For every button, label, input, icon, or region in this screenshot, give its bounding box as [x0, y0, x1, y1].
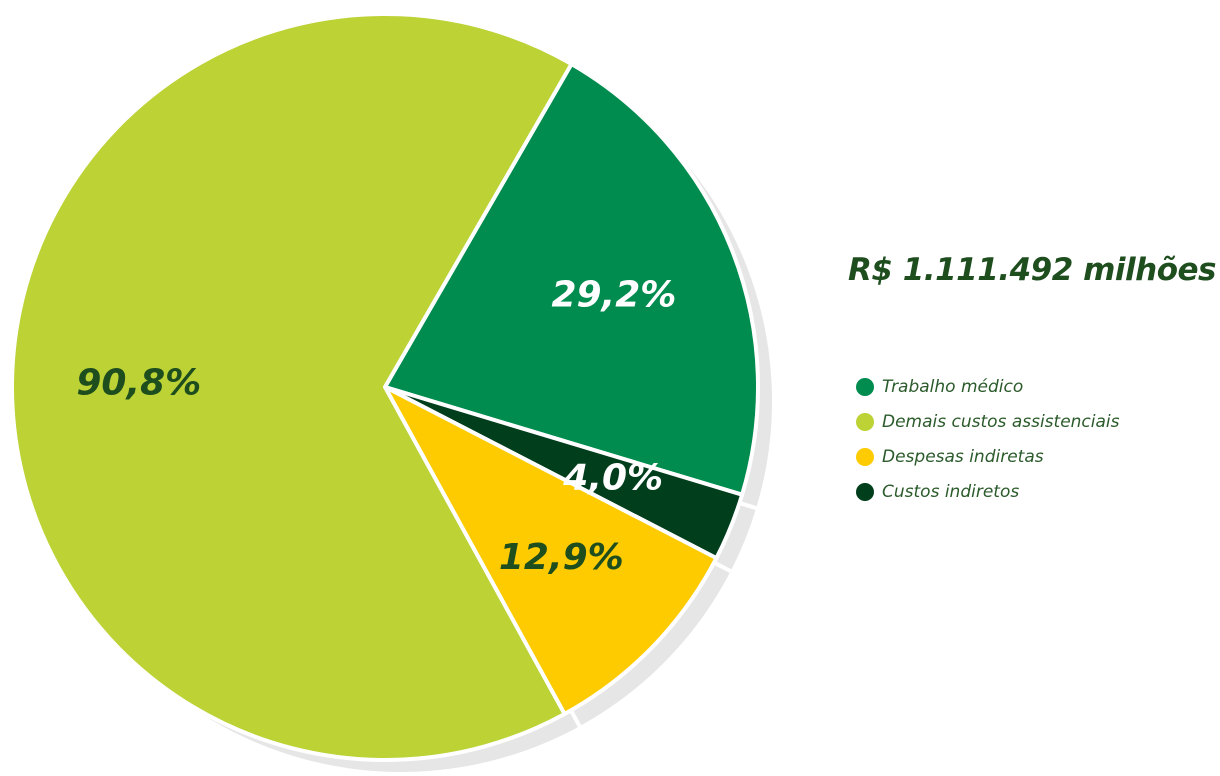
legend-label-trabalho-medico: Trabalho médico — [882, 377, 1024, 397]
slice-value-label-demais-custos-assistenciais: 90,8% — [76, 362, 201, 403]
pie-slice-despesas-indiretas — [383, 385, 719, 716]
pie-chart: 29,2% 4,0% 12,9% 90,8% — [10, 12, 777, 776]
legend-swatch-custos-indiretos — [856, 483, 874, 501]
pie-slice-demais-custos-assistenciais — [10, 12, 574, 762]
legend-item-despesas-indiretas: Despesas indiretas — [856, 444, 1120, 470]
chart-total-title: R$ 1.111.492 milhões — [848, 252, 1216, 288]
legend-label-despesas-indiretas: Despesas indiretas — [882, 447, 1044, 467]
legend-label-demais-custos: Demais custos assistenciais — [882, 412, 1120, 432]
pie-slice-labels: 29,2% 4,0% 12,9% 90,8% — [76, 274, 676, 578]
legend-item-trabalho-medico: Trabalho médico — [856, 374, 1120, 400]
pie-slice-trabalho-medico — [383, 61, 761, 497]
slice-value-label-trabalho-medico: 29,2% — [551, 274, 676, 315]
legend-item-custos-indiretos: Custos indiretos — [856, 479, 1120, 505]
pie-slices — [10, 12, 761, 762]
slice-value-label-despesas-indiretas: 12,9% — [499, 537, 624, 578]
legend-swatch-trabalho-medico — [856, 378, 874, 396]
legend-label-custos-indiretos: Custos indiretos — [882, 482, 1020, 502]
slice-value-label-custos-indiretos: 4,0% — [562, 457, 663, 498]
legend-swatch-despesas-indiretas — [856, 448, 874, 466]
chart-legend: Trabalho médico Demais custos assistenci… — [856, 374, 1120, 514]
legend-swatch-demais-custos — [856, 413, 874, 431]
legend-item-demais-custos: Demais custos assistenciais — [856, 409, 1120, 435]
